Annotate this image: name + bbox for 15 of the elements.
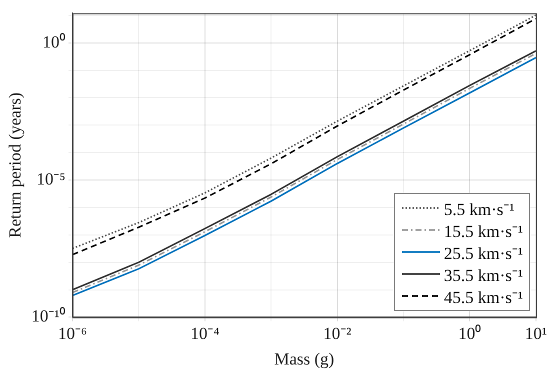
y-tick-label: 10⁰ [42, 32, 66, 52]
legend-label: 15.5 km·s⁻¹ [444, 220, 523, 242]
legend-label: 35.5 km·s⁻¹ [444, 264, 523, 286]
y-tick-label: 10⁻¹⁰ [31, 306, 66, 326]
legend-label: 5.5 km·s⁻¹ [444, 198, 514, 220]
legend-label: 45.5 km·s⁻¹ [444, 286, 523, 308]
legend-label: 25.5 km·s⁻¹ [444, 242, 523, 264]
x-tick-label: 10¹ [524, 324, 548, 343]
y-axis-title: Return period (years) [6, 92, 25, 238]
x-tick-label: 10⁻⁴ [190, 324, 220, 343]
x-tick-label: 10⁻⁶ [58, 324, 88, 343]
x-tick-label: 10⁰ [458, 324, 482, 343]
x-tick-label: 10⁻² [323, 324, 352, 343]
x-axis-title: Mass (g) [274, 349, 334, 368]
y-tick-label: 10⁻⁵ [36, 169, 66, 188]
